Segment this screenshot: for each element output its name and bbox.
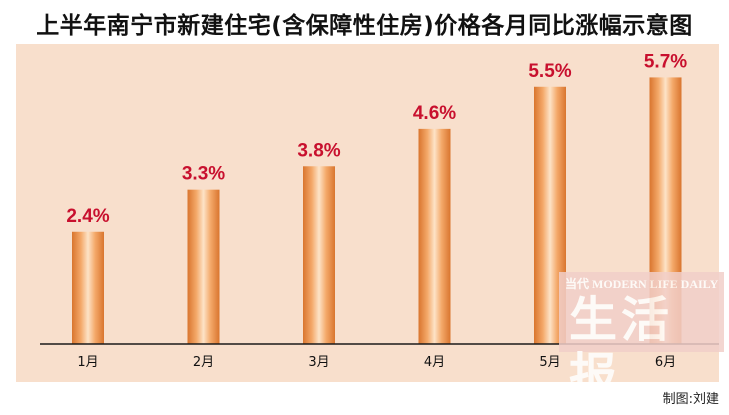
bar-1: [72, 231, 104, 344]
value-label-5: 5.5%: [528, 61, 571, 82]
watermark-subtitle: 当代 MODERN LIFE DAILY: [565, 277, 719, 291]
value-label-6: 5.7%: [644, 51, 687, 72]
newspaper-watermark: 当代 MODERN LIFE DAILY 生活报: [559, 272, 724, 404]
value-label-2: 3.3%: [182, 164, 225, 185]
value-label-4: 4.6%: [413, 103, 456, 124]
x-tick-label-2: 2月: [193, 355, 214, 370]
bar-2: [187, 189, 220, 344]
bar-4: [418, 128, 451, 344]
x-tick-label-3: 3月: [308, 355, 329, 370]
bar-3: [303, 166, 335, 344]
value-label-1: 2.4%: [66, 206, 109, 227]
chart-title: 上半年南宁市新建住宅(含保障性住房)价格各月同比涨幅示意图: [36, 13, 693, 39]
x-tick-label-4: 4月: [424, 355, 445, 370]
value-label-3: 3.8%: [297, 140, 340, 161]
watermark-logo: 生活报: [569, 292, 674, 404]
x-tick-label-1: 1月: [77, 355, 98, 370]
x-tick-label-5: 5月: [539, 355, 560, 370]
chart-credit: 制图:刘建: [662, 392, 719, 407]
x-tick-label-6: 6月: [655, 355, 676, 370]
